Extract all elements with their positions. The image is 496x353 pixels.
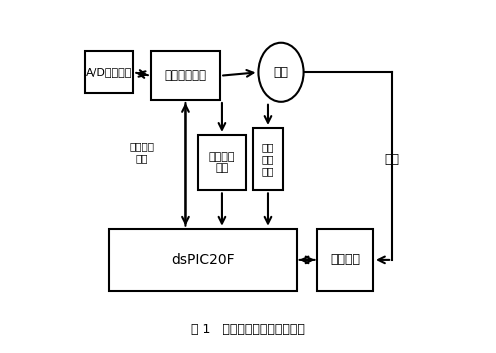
- Text: 转速
偏差
信号: 转速 偏差 信号: [262, 143, 274, 176]
- Text: 转子位置
采样: 转子位置 采样: [209, 152, 235, 173]
- Bar: [253, 128, 283, 190]
- Text: dsPIC20F: dsPIC20F: [171, 253, 235, 267]
- Bar: [197, 135, 246, 190]
- Text: 反馈: 反馈: [385, 152, 400, 166]
- Text: 电机: 电机: [273, 66, 289, 79]
- Bar: [85, 52, 133, 93]
- Text: 驱动模块电路: 驱动模块电路: [165, 69, 206, 82]
- Text: A/D数据采集: A/D数据采集: [86, 67, 132, 77]
- Bar: [151, 52, 220, 100]
- Text: 转速调节
信号: 转速调节 信号: [129, 142, 155, 163]
- Text: 控制信号: 控制信号: [330, 253, 360, 267]
- Bar: [109, 229, 297, 291]
- Ellipse shape: [258, 43, 304, 102]
- Bar: [317, 229, 373, 291]
- Text: 图 1   电机控制系统整体结构图: 图 1 电机控制系统整体结构图: [191, 323, 305, 336]
